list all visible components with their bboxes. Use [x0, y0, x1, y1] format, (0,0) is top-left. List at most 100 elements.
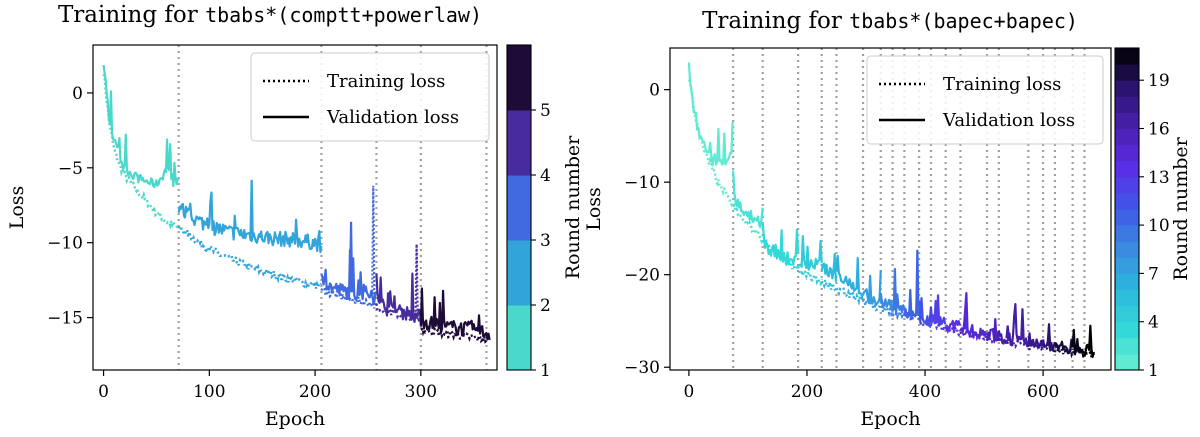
colorbar-segment-5	[507, 45, 531, 111]
training-loss-round-4	[796, 266, 823, 287]
colorbar-segment-8	[1115, 241, 1139, 258]
chart-title-model: tbabs*(comptt+powerlaw)	[205, 3, 482, 27]
x-tick-label-200: 200	[791, 382, 823, 402]
y-tick-label-3: −30	[624, 358, 660, 378]
y-tick-label-0: 0	[649, 81, 660, 101]
colorbar-label: Round number	[562, 135, 584, 279]
training-loss-round-2	[732, 202, 764, 245]
loss-spike-2	[249, 179, 254, 236]
x-tick-label-300: 300	[405, 382, 437, 402]
colorbar-segment-4	[507, 110, 531, 176]
y-tick-label-1: −10	[624, 173, 660, 193]
legend-training-label: Training loss	[943, 74, 1061, 95]
validation-loss-round-12	[929, 294, 947, 327]
validation-loss-round-7	[862, 270, 882, 307]
validation-loss-round-8	[879, 298, 894, 313]
panel-1: Training for tbabs*(comptt+powerlaw) 0 100…	[6, 2, 584, 430]
validation-loss-round-11	[918, 296, 932, 327]
legend-validation-label: Validation loss	[326, 107, 459, 128]
colorbar-segment-7	[1115, 257, 1139, 274]
x-tick-label-400: 400	[909, 382, 941, 402]
plot-area	[687, 48, 1096, 370]
validation-loss-round-17	[1027, 332, 1044, 349]
colorbar-frame	[1114, 47, 1140, 371]
colorbar-tick-label-1: 1	[540, 361, 551, 381]
y-tick-label-1: −5	[58, 159, 83, 179]
colorbar-segment-13	[1115, 160, 1139, 178]
panel-2: Training for tbabs*(bapec+bapec) 0 200 400 6…	[583, 8, 1192, 430]
colorbar-segment-2	[507, 240, 531, 306]
validation-loss-round-3	[320, 249, 378, 304]
y-axis-label: Loss	[583, 187, 605, 231]
loss-spike-3	[371, 185, 376, 296]
validation-loss-round-5	[820, 252, 837, 282]
colorbar-segment-20	[1115, 48, 1139, 65]
colorbar-segment-17	[1115, 96, 1139, 113]
training-loss-round-8	[880, 304, 894, 318]
x-tick-label-0: 0	[98, 382, 109, 402]
loss-spike-1	[164, 160, 170, 168]
validation-loss-round-5	[419, 287, 491, 341]
legend-box	[250, 52, 490, 142]
colorbar-tick-label-19: 19	[1148, 71, 1170, 91]
training-loss-round-7	[862, 297, 882, 312]
colorbar-segment-6	[1115, 273, 1139, 290]
colorbar-segment-15	[1115, 128, 1139, 146]
validation-loss-round-20	[1071, 328, 1086, 358]
x-tick-label-600: 600	[1027, 382, 1059, 402]
colorbar-tick-label-7: 7	[1148, 264, 1159, 284]
colorbar-tick-label-10: 10	[1148, 216, 1170, 236]
x-axis-label: Epoch	[860, 408, 920, 430]
validation-loss-round-3	[761, 222, 800, 266]
colorbar: 1 2 3 4 5 Round number	[506, 44, 584, 381]
colorbar-tick-label-4: 4	[1148, 313, 1159, 333]
x-tick-label-0: 0	[683, 382, 694, 402]
colorbar-tick-label-2: 2	[540, 296, 551, 316]
y-tick-label-2: −20	[624, 266, 660, 286]
legend-box	[866, 55, 1104, 145]
colorbar-tick-label-13: 13	[1148, 168, 1170, 188]
colorbar-tick-label-4: 4	[540, 166, 551, 186]
loss-spike-6	[1046, 330, 1052, 347]
validation-loss-round-6	[835, 254, 864, 300]
loss-spike-1	[915, 249, 920, 317]
colorbar-tick-label-5: 5	[540, 101, 551, 121]
training-loss-round-5	[420, 325, 490, 346]
axes-frame	[92, 44, 498, 371]
loss-spike-5	[348, 221, 354, 293]
validation-loss-round-2	[732, 170, 764, 229]
validation-loss-round-4	[797, 235, 823, 271]
validation-loss-round-16	[997, 302, 1030, 348]
x-tick-label-100: 100	[193, 382, 225, 402]
validation-loss-round-13	[944, 319, 961, 334]
colorbar-segment-1	[507, 305, 531, 371]
colorbar-segment-19	[1115, 64, 1139, 81]
legend: Training loss Validation loss	[866, 55, 1104, 145]
chart-title: Training for tbabs*(bapec+bapec)	[702, 8, 1078, 34]
chart-title-prefix: Training for	[58, 2, 205, 28]
legend-validation-label: Validation loss	[942, 110, 1075, 131]
x-axis-label: Epoch	[265, 408, 325, 430]
validation-loss-round-1	[687, 62, 734, 167]
axes-frame	[669, 47, 1112, 371]
validation-loss-round-9	[892, 267, 906, 315]
colorbar-tick-label-1: 1	[1148, 361, 1159, 381]
loss-spike-4	[964, 316, 969, 330]
loss-spike-3	[928, 306, 934, 321]
loss-spike-5	[1005, 325, 1010, 339]
validation-loss-round-21	[1083, 324, 1095, 358]
colorbar-segment-18	[1115, 80, 1139, 97]
colorbar-segment-3	[507, 175, 531, 241]
loss-spike-2	[878, 293, 884, 302]
training-loss-round-1	[687, 79, 734, 208]
chart-title: Training for tbabs*(comptt+powerlaw)	[58, 2, 482, 28]
training-loss-round-2	[177, 225, 323, 290]
validation-loss-round-15	[985, 317, 1000, 342]
y-tick-label-2: −10	[47, 234, 83, 254]
legend: Training loss Validation loss	[250, 52, 490, 142]
colorbar-tick-label-16: 16	[1148, 120, 1170, 140]
colorbar-segment-2	[1115, 337, 1139, 355]
validation-loss-round-2	[177, 191, 323, 254]
chart-title-model: tbabs*(bapec+bapec)	[849, 9, 1078, 33]
x-tick-label-200: 200	[299, 382, 331, 402]
